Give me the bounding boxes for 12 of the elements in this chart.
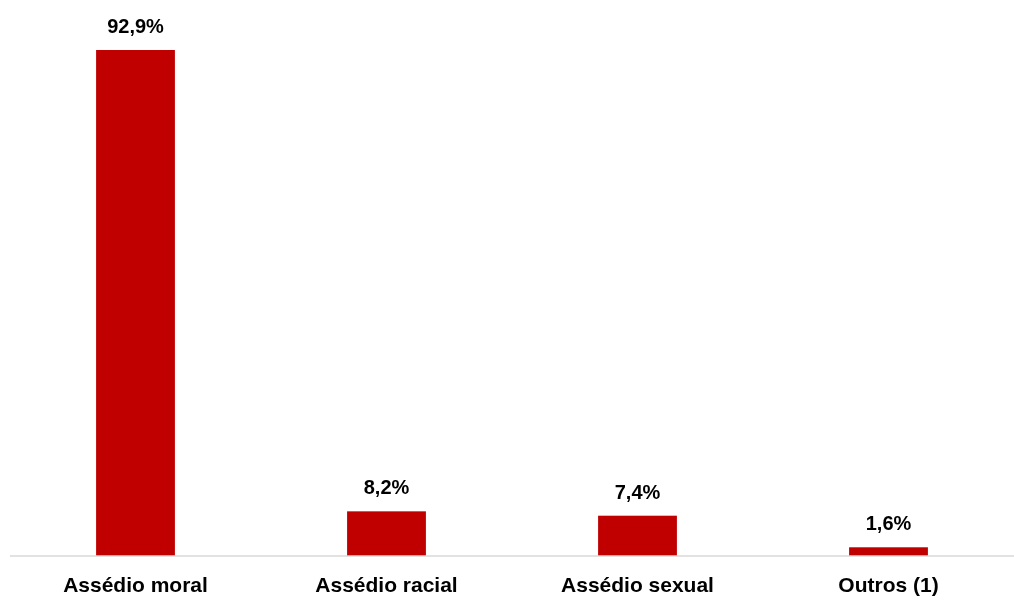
data-label: 1,6% — [865, 512, 912, 535]
bar — [347, 511, 426, 556]
bar — [849, 547, 928, 556]
x-tick-label: Assédio racial — [315, 573, 458, 596]
x-tick-label: Assédio moral — [63, 573, 208, 596]
x-tick-label: Assédio sexual — [561, 573, 714, 596]
bar — [96, 50, 175, 556]
x-tick-label: Outros (1) — [838, 573, 939, 596]
data-label: 8,2% — [363, 476, 410, 499]
data-label: 92,9% — [107, 15, 165, 37]
data-label: 7,4% — [614, 480, 661, 503]
bar — [598, 515, 677, 556]
